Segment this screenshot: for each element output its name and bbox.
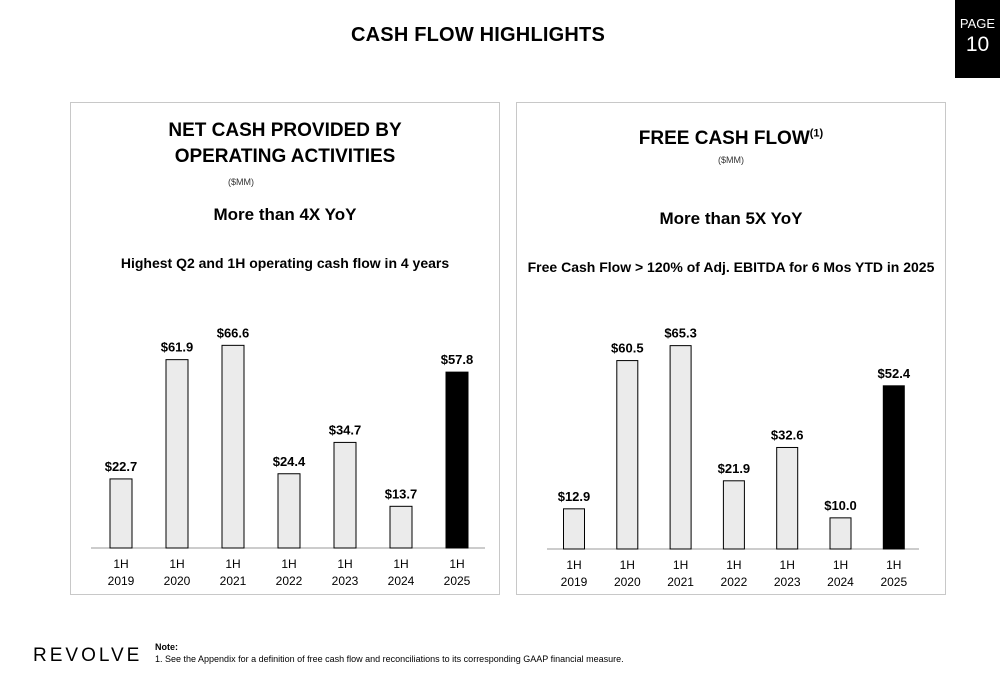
x-tick-label-year: 2019 (108, 574, 135, 588)
x-tick-label-period: 1H (620, 558, 635, 572)
data-label: $21.9 (718, 461, 751, 476)
data-label: $34.7 (329, 422, 362, 437)
x-tick-label-year: 2023 (774, 575, 801, 589)
data-label: $61.9 (161, 340, 194, 355)
bar (165, 359, 189, 549)
bar (563, 508, 585, 550)
panel-title: FREE CASH FLOW(1) (517, 125, 945, 152)
page-indicator: PAGE 10 (955, 0, 1000, 78)
data-label: $60.5 (611, 341, 644, 356)
x-tick-label-period: 1H (393, 557, 408, 571)
unit-label: ($MM) (718, 155, 744, 165)
panel-note: Highest Q2 and 1H operating cash flow in… (120, 255, 450, 271)
data-label: $13.7 (385, 486, 418, 501)
x-tick-label-period: 1H (833, 558, 848, 572)
x-tick-label-year: 2025 (880, 575, 907, 589)
data-label: $22.7 (105, 459, 138, 474)
note-heading: Note: (155, 642, 178, 652)
x-tick-label-period: 1H (449, 557, 464, 571)
data-label: $12.9 (558, 489, 591, 504)
bar (277, 473, 301, 549)
x-tick-label-year: 2025 (444, 574, 471, 588)
free-cash-flow-chart: $12.9 1H 2019 $60.5 1H 2020 $65.3 1H 2021 $21.9 1H… (547, 326, 919, 589)
bar (722, 480, 745, 550)
bar (616, 360, 639, 550)
data-label: $10.0 (824, 498, 857, 513)
x-tick-label-period: 1H (113, 557, 128, 571)
footnote-marker: (1) (809, 127, 824, 140)
x-tick-label-year: 2023 (332, 574, 359, 588)
page-label: PAGE (959, 16, 996, 31)
bar (829, 517, 852, 550)
data-label: $32.6 (771, 427, 804, 442)
bar (445, 371, 469, 549)
bar (669, 345, 692, 550)
bar (389, 505, 413, 549)
x-tick-label-period: 1H (337, 557, 352, 571)
unit-label: ($MM) (228, 177, 254, 187)
x-tick-label-period: 1H (886, 558, 901, 572)
data-label: $65.3 (664, 326, 697, 341)
panel-title-line2: OPERATING ACTIVITIES (174, 146, 396, 167)
page-title: CASH FLOW HIGHLIGHTS (351, 24, 605, 46)
x-tick-label-year: 2024 (827, 575, 854, 589)
panel-subtitle: More than 4X YoY (213, 205, 357, 224)
x-tick-label-year: 2021 (667, 575, 694, 589)
x-tick-label-period: 1H (566, 558, 581, 572)
x-tick-label-year: 2022 (276, 574, 303, 588)
x-tick-label-period: 1H (726, 558, 741, 572)
panel-subtitle: More than 5X YoY (659, 209, 803, 228)
x-tick-label-period: 1H (281, 557, 296, 571)
data-label: $24.4 (273, 454, 306, 469)
data-label: $52.4 (878, 366, 911, 381)
bar (776, 446, 799, 550)
panel-title-text: FREE CASH FLOW (638, 128, 810, 149)
footnote-text: 1. See the Appendix for a definition of … (155, 654, 624, 664)
x-tick-label-year: 2020 (614, 575, 641, 589)
free-cash-flow-panel: FREE CASH FLOW(1) ($MM) More than 5X YoY… (516, 102, 946, 595)
x-tick-label-year: 2022 (721, 575, 748, 589)
x-tick-label-period: 1H (780, 558, 795, 572)
revolve-logo: REVOLVE (33, 645, 143, 666)
x-tick-label-year: 2019 (561, 575, 588, 589)
x-tick-label-year: 2024 (388, 574, 415, 588)
panel-note: Free Cash Flow > 120% of Adj. EBITDA for… (527, 259, 935, 275)
page-number: 10 (965, 33, 990, 56)
bar (109, 478, 133, 549)
x-tick-label-year: 2021 (220, 574, 247, 588)
bar (333, 441, 357, 549)
bar (221, 344, 245, 549)
operating-cash-flow-chart: $22.7 1H 2019 $61.9 1H 2020 $66.6 1H 2021 $24.4 1H… (91, 325, 485, 588)
x-tick-label-year: 2020 (164, 574, 191, 588)
operating-cash-flow-panel: NET CASH PROVIDED BY OPERATING ACTIVITIE… (70, 102, 500, 595)
data-label: $57.8 (441, 352, 474, 367)
data-label: $66.6 (217, 325, 250, 340)
x-tick-label-period: 1H (225, 557, 240, 571)
x-tick-label-period: 1H (169, 557, 184, 571)
bar (882, 385, 905, 550)
panel-title-line1: NET CASH PROVIDED BY (168, 120, 402, 141)
x-tick-label-period: 1H (673, 558, 688, 572)
